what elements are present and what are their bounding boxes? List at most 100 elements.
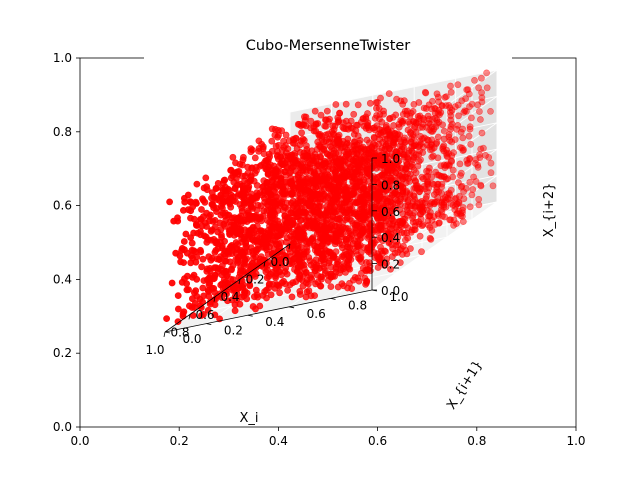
y-tick-label-3d: 0.8 xyxy=(348,298,367,312)
scatter-point xyxy=(309,234,317,242)
scatter-point xyxy=(224,279,231,287)
scatter-point xyxy=(226,258,234,266)
scatter-point xyxy=(251,273,259,280)
scatter-point xyxy=(332,163,339,171)
scatter-point xyxy=(475,84,482,92)
scatter-point xyxy=(330,174,337,182)
scatter-point xyxy=(187,214,194,222)
grid-line xyxy=(289,69,498,113)
scatter-point xyxy=(447,116,455,124)
scatter-point xyxy=(445,102,453,109)
scatter-point xyxy=(312,280,319,288)
scatter-point xyxy=(204,306,212,314)
scatter-point xyxy=(465,132,473,140)
scatter-point xyxy=(252,286,260,294)
scatter-point xyxy=(184,206,192,214)
scatter-point xyxy=(212,239,219,247)
scatter-point xyxy=(252,305,259,313)
scatter-point xyxy=(466,103,473,111)
scatter-point xyxy=(329,122,337,130)
scatter-point xyxy=(299,228,307,236)
scatter-point xyxy=(466,178,474,186)
scatter-point xyxy=(419,149,427,156)
scatter-point xyxy=(338,226,345,234)
scatter-point xyxy=(433,198,441,205)
scatter-point xyxy=(216,197,223,204)
scatter-point xyxy=(454,179,462,186)
scatter-point xyxy=(286,257,293,265)
scatter-point xyxy=(372,105,380,112)
scatter-point xyxy=(344,135,352,143)
scatter-point xyxy=(412,178,419,186)
scatter-point xyxy=(339,265,347,273)
scatter-point xyxy=(350,130,358,138)
scatter-point xyxy=(275,141,283,149)
outer-x-tick-label: 0.6 xyxy=(368,434,387,448)
scatter-point xyxy=(440,201,448,209)
x-tick-label-3d: 0.0 xyxy=(270,255,289,269)
scatter-point xyxy=(396,259,404,266)
x-axis-label: X_i xyxy=(239,411,258,426)
scatter-point xyxy=(423,206,431,214)
scatter-point xyxy=(394,241,402,249)
outer-x-tick-label: 0.8 xyxy=(467,434,486,448)
scatter-point xyxy=(197,216,205,223)
scatter-point xyxy=(280,137,287,145)
scatter-point xyxy=(331,169,339,176)
scatter-point xyxy=(399,188,407,196)
y-tick-label-3d: 0.0 xyxy=(182,332,201,346)
scatter-point xyxy=(390,136,398,144)
scatter-point xyxy=(432,140,440,148)
scatter-point xyxy=(373,98,381,106)
scatter-point xyxy=(387,198,395,206)
scatter-point xyxy=(317,111,325,119)
scatter-point xyxy=(248,164,256,172)
scatter-point xyxy=(345,254,353,261)
scatter-point xyxy=(232,239,240,246)
scatter-point xyxy=(216,219,224,227)
scatter-point xyxy=(399,119,406,127)
scatter-point xyxy=(296,236,304,244)
x-tick-3d xyxy=(288,243,291,249)
scatter-point xyxy=(327,283,335,290)
scatter-point xyxy=(205,253,213,261)
scatter-point xyxy=(369,124,377,132)
y-tick-3d xyxy=(164,331,170,334)
scatter-point xyxy=(416,232,424,240)
scatter-point xyxy=(299,135,307,143)
scatter-point xyxy=(441,213,448,221)
scatter-point xyxy=(401,173,409,180)
scatter-point xyxy=(475,108,483,115)
scatter-point xyxy=(454,81,462,89)
scatter-point xyxy=(298,129,305,137)
scatter-point xyxy=(449,166,457,174)
scatter-point xyxy=(241,199,249,207)
scatter-point xyxy=(180,259,187,266)
scatter-point xyxy=(298,208,305,216)
scatter-point xyxy=(250,194,258,201)
scatter-point xyxy=(487,159,495,167)
scatter-point xyxy=(224,248,232,256)
scatter-point xyxy=(363,246,371,254)
scatter-point xyxy=(170,217,178,225)
scatter-point xyxy=(286,248,294,256)
scatter-point xyxy=(233,227,240,234)
scatter-point xyxy=(316,143,324,151)
scatter-point xyxy=(257,227,265,235)
scatter-point xyxy=(360,176,368,184)
scatter-point xyxy=(317,182,325,190)
scatter-point xyxy=(409,156,417,164)
scatter-point xyxy=(381,145,389,153)
scatter-point xyxy=(192,221,200,229)
scatter-point xyxy=(422,195,430,202)
z-tick-label-3d: 0.4 xyxy=(381,231,400,245)
scatter-point xyxy=(474,101,482,109)
scatter-point xyxy=(404,234,412,242)
scatter-point xyxy=(218,233,225,241)
scatter-point xyxy=(271,272,279,280)
scatter-point xyxy=(200,310,207,318)
scatter-point xyxy=(437,162,445,170)
scatter-point xyxy=(249,247,256,255)
scatter-point xyxy=(312,265,320,273)
